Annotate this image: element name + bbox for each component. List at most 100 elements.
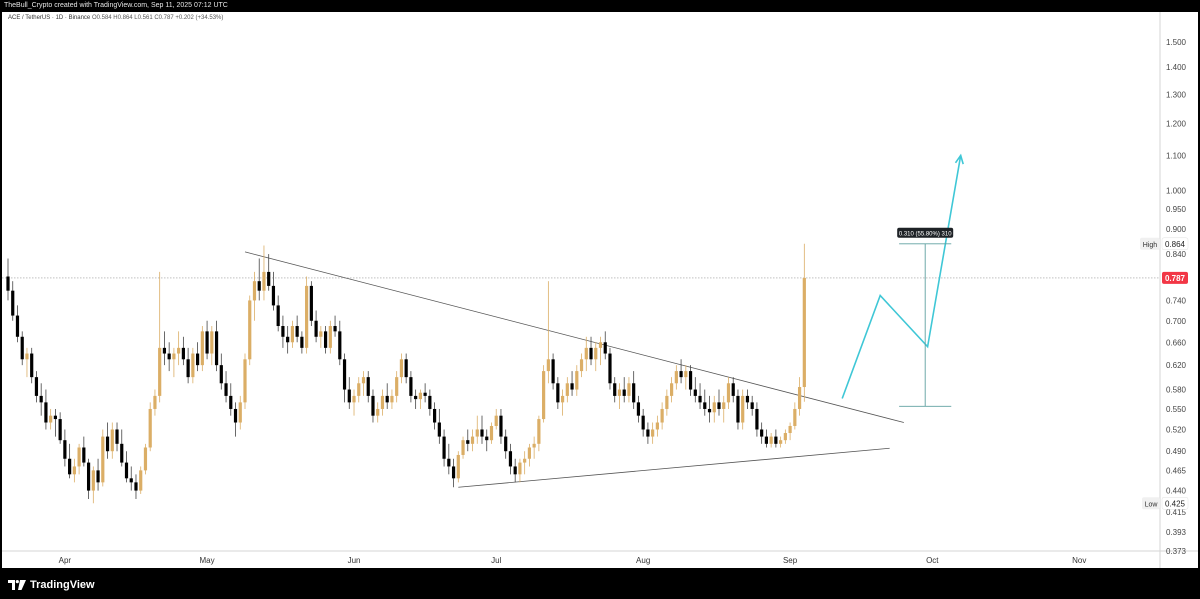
bearish-candle bbox=[134, 482, 138, 491]
bearish-candle bbox=[409, 377, 413, 396]
bearish-candle bbox=[736, 395, 740, 423]
bearish-candle bbox=[181, 347, 185, 360]
bullish-candle bbox=[395, 377, 399, 396]
y-tick-label: 0.415 bbox=[1166, 508, 1187, 517]
bearish-candle bbox=[30, 353, 34, 378]
bullish-candle bbox=[651, 429, 655, 437]
bearish-candle bbox=[115, 429, 119, 444]
low-tag bbox=[1142, 497, 1160, 510]
bullish-candle bbox=[579, 359, 584, 372]
bearish-candle bbox=[731, 383, 735, 396]
bullish-candle bbox=[357, 383, 361, 396]
bearish-candle bbox=[485, 436, 489, 441]
bullish-candle bbox=[674, 371, 678, 384]
bearish-candle bbox=[276, 305, 280, 327]
high-price-badge bbox=[1161, 237, 1189, 251]
bullish-candle bbox=[143, 447, 148, 471]
last-price-value: 0.787 bbox=[1165, 274, 1186, 283]
symbol-pair: ACE / TetherUS · 1D · Binance bbox=[8, 15, 91, 21]
bearish-candle bbox=[205, 331, 209, 354]
y-tick-label: 1.500 bbox=[1166, 38, 1187, 47]
bullish-candle bbox=[518, 462, 522, 475]
y-tick-label: 0.900 bbox=[1166, 225, 1187, 234]
y-tick-label: 0.465 bbox=[1166, 466, 1187, 475]
bearish-candle bbox=[760, 429, 764, 437]
bullish-candle bbox=[655, 422, 659, 430]
bearish-candle bbox=[551, 359, 555, 384]
bearish-candle bbox=[414, 395, 418, 400]
x-tick-label: Sep bbox=[783, 556, 798, 565]
bearish-candle bbox=[167, 353, 171, 360]
bearish-candle bbox=[480, 429, 484, 437]
bullish-candle bbox=[565, 383, 569, 396]
y-tick-label: 0.393 bbox=[1166, 528, 1187, 537]
bearish-candle bbox=[499, 415, 503, 437]
y-tick-label: 1.000 bbox=[1166, 186, 1187, 195]
y-tick-label: 0.580 bbox=[1166, 386, 1187, 395]
bearish-candle bbox=[632, 383, 636, 403]
bearish-candle bbox=[15, 315, 20, 337]
bullish-candle bbox=[594, 347, 598, 360]
bullish-candle bbox=[532, 443, 536, 448]
chart-panel[interactable]: ACE / TetherUS · 1D · Binance O0.584 H0.… bbox=[2, 12, 1198, 568]
trendlines bbox=[2, 251, 1160, 488]
bearish-candle bbox=[570, 383, 574, 390]
measure-label: 0.310 (55.80%) 310 bbox=[899, 231, 952, 237]
last-price-badge bbox=[1162, 271, 1188, 284]
bullish-candle bbox=[390, 395, 394, 403]
bullish-candle bbox=[252, 281, 257, 301]
bullish-candle bbox=[200, 331, 204, 366]
bullish-candle bbox=[399, 359, 404, 378]
bearish-candle bbox=[437, 422, 441, 437]
y-tick-label: 0.520 bbox=[1166, 425, 1187, 434]
bullish-candle bbox=[49, 415, 53, 423]
high-tag bbox=[1140, 237, 1160, 250]
y-tick-label: 1.100 bbox=[1166, 151, 1187, 160]
bearish-candle bbox=[646, 429, 650, 437]
bearish-candle bbox=[6, 276, 10, 291]
bearish-candle bbox=[342, 359, 347, 390]
bullish-candle bbox=[537, 419, 541, 444]
bearish-candle bbox=[589, 347, 593, 360]
bearish-candle bbox=[58, 419, 62, 441]
bullish-candle bbox=[575, 371, 579, 390]
bearish-candle bbox=[556, 383, 560, 403]
attribution-text: TheBull_Crypto created with TradingView.… bbox=[4, 2, 228, 9]
bullish-candle bbox=[527, 447, 531, 459]
brand-label: TradingView bbox=[30, 579, 95, 591]
bearish-candle bbox=[105, 436, 110, 452]
x-tick-label: Oct bbox=[926, 556, 939, 565]
bullish-candle bbox=[475, 429, 479, 437]
bullish-candle bbox=[25, 353, 29, 360]
lower-trendline bbox=[458, 447, 890, 488]
bearish-candle bbox=[214, 331, 219, 366]
x-tick-label: May bbox=[200, 556, 215, 565]
bullish-candle bbox=[546, 359, 550, 372]
bearish-candle bbox=[300, 336, 304, 348]
bullish-candle bbox=[248, 300, 252, 360]
y-tick-label: 1.400 bbox=[1166, 63, 1187, 72]
attribution-bar: TheBull_Crypto created with TradingView.… bbox=[0, 0, 1200, 12]
bearish-candle bbox=[428, 395, 432, 409]
symbol-info: ACE / TetherUS · 1D · Binance O0.584 H0.… bbox=[8, 15, 223, 21]
bearish-candle bbox=[636, 402, 641, 416]
bullish-candle bbox=[722, 402, 726, 409]
bullish-candle bbox=[262, 271, 266, 291]
bullish-candle bbox=[779, 440, 783, 444]
bullish-candle bbox=[489, 425, 494, 441]
bearish-candle bbox=[755, 408, 759, 430]
bearish-candle bbox=[693, 389, 697, 396]
bullish-candle bbox=[77, 447, 81, 467]
bullish-candle bbox=[139, 470, 143, 491]
bearish-candle bbox=[423, 392, 427, 396]
y-tick-label: 0.490 bbox=[1166, 447, 1187, 456]
bullish-candle bbox=[783, 433, 787, 441]
measure-label-box bbox=[897, 227, 954, 238]
low-tag-label: Low bbox=[1145, 501, 1159, 508]
bearish-candle bbox=[196, 353, 200, 366]
tradingview-logo[interactable]: TradingView bbox=[8, 578, 95, 592]
bullish-candle bbox=[461, 440, 465, 455]
bullish-candle bbox=[243, 359, 247, 403]
